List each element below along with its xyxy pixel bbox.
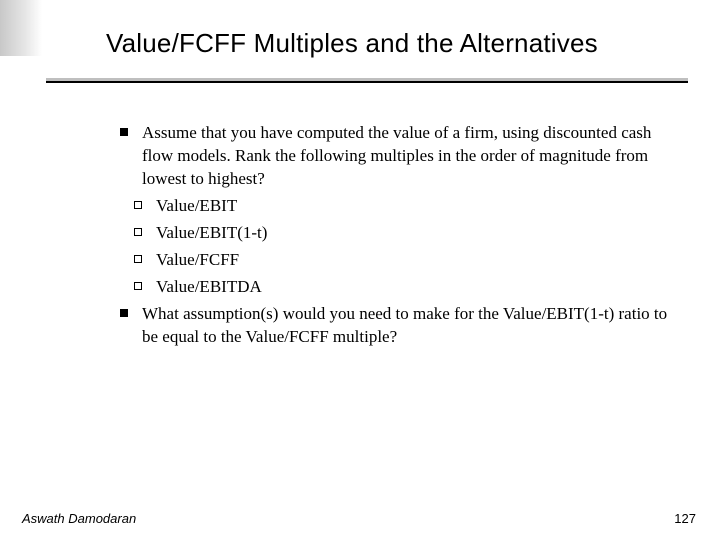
side-shadow xyxy=(0,0,42,56)
list-item-text: Assume that you have computed the value … xyxy=(142,122,680,191)
slide: Value/FCFF Multiples and the Alternative… xyxy=(0,0,720,540)
list-item: Value/EBIT xyxy=(134,195,680,218)
list-item-text: What assumption(s) would you need to mak… xyxy=(142,303,680,349)
bullet-filled-icon xyxy=(120,303,142,317)
list-item: Value/FCFF xyxy=(134,249,680,272)
bullet-open-icon xyxy=(134,249,156,263)
list-item-text: Value/EBIT(1-t) xyxy=(156,222,267,245)
bullet-open-icon xyxy=(134,276,156,290)
list-item: What assumption(s) would you need to mak… xyxy=(120,303,680,349)
list-item: Value/EBIT(1-t) xyxy=(134,222,680,245)
slide-title: Value/FCFF Multiples and the Alternative… xyxy=(106,28,598,59)
list-item-text: Value/FCFF xyxy=(156,249,239,272)
bullet-open-icon xyxy=(134,222,156,236)
content-area: Assume that you have computed the value … xyxy=(120,122,680,352)
footer-author: Aswath Damodaran xyxy=(22,511,136,526)
list-item-text: Value/EBITDA xyxy=(156,276,262,299)
title-rule-line xyxy=(46,81,688,83)
list-item: Value/EBITDA xyxy=(134,276,680,299)
list-item: Assume that you have computed the value … xyxy=(120,122,680,191)
bullet-open-icon xyxy=(134,195,156,209)
bullet-filled-icon xyxy=(120,122,142,136)
title-rule xyxy=(46,78,688,84)
footer-page-number: 127 xyxy=(674,511,696,526)
list-item-text: Value/EBIT xyxy=(156,195,237,218)
